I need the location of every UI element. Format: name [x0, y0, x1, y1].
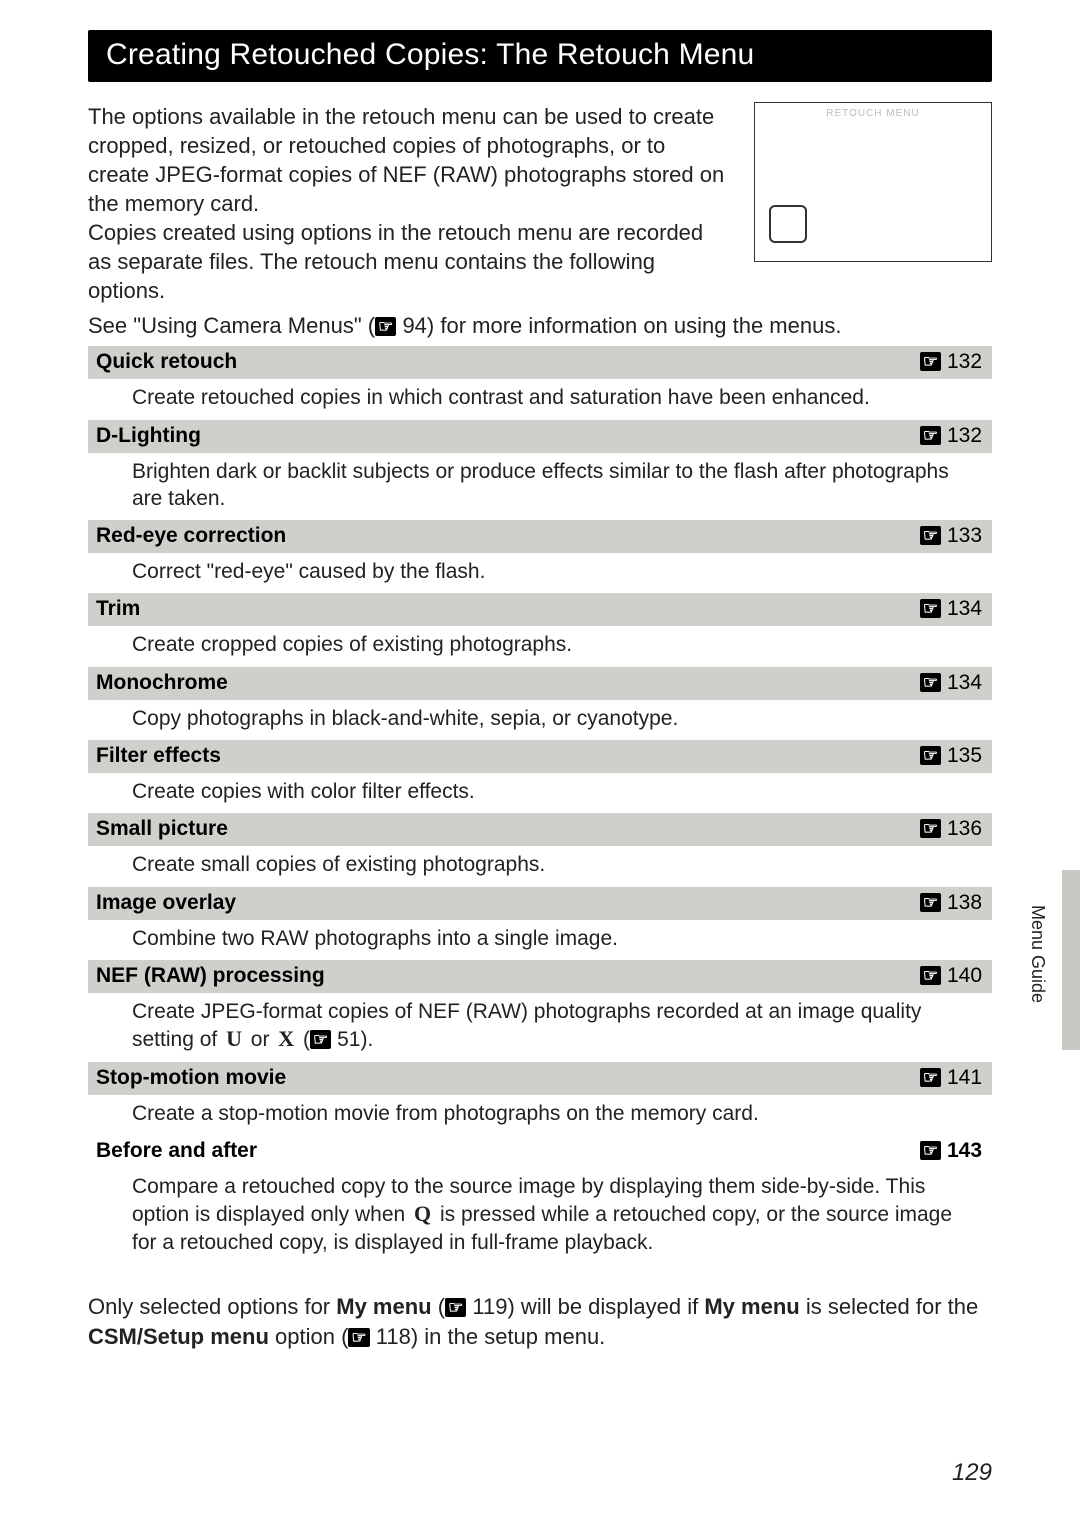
menu-name: Quick retouch [96, 350, 237, 374]
menu-page-ref: ☞ 138 [920, 891, 982, 915]
menu-page-ref: ☞ 141 [920, 1066, 982, 1090]
side-tab-label: Menu Guide [1027, 905, 1048, 1003]
menu-header-red-eye: Red-eye correction ☞ 133 [88, 520, 992, 553]
menu-name: Small picture [96, 817, 228, 841]
menu-desc: Create cropped copies of existing photog… [88, 626, 992, 666]
ref-icon: ☞ [310, 1030, 331, 1049]
page-number: 129 [952, 1459, 992, 1487]
intro-p3-b: 94) for more information on using the me… [396, 313, 841, 338]
side-tab: Menu Guide [1040, 870, 1080, 1050]
menu-header-quick-retouch: Quick retouch ☞ 132 [88, 346, 992, 379]
ref-icon: ☞ [920, 893, 941, 912]
screenshot-label: RETOUCH MENU [755, 103, 991, 119]
menu-desc-nef: Create JPEG-format copies of NEF (RAW) p… [88, 993, 992, 1062]
menu-desc: Create retouched copies in which contras… [88, 379, 992, 419]
menu-page-ref: ☞ 132 [920, 424, 982, 448]
ref-icon: ☞ [920, 1141, 941, 1160]
menu-name: Trim [96, 597, 140, 621]
csm-setup-label: CSM/Setup menu [88, 1324, 269, 1349]
menu-name: Stop-motion movie [96, 1066, 286, 1090]
menu-name: Filter effects [96, 744, 221, 768]
ref-icon: ☞ [920, 526, 941, 545]
menu-name: Monochrome [96, 671, 228, 695]
intro-para-3: See "Using Camera Menus" (☞ 94) for more… [88, 311, 992, 340]
menu-desc: Create copies with color filter effects. [88, 773, 992, 813]
menu-header-d-lighting: D-Lighting ☞ 132 [88, 420, 992, 453]
ref-icon: ☞ [920, 673, 941, 692]
ref-icon: ☞ [920, 426, 941, 445]
menu-name: Image overlay [96, 891, 236, 915]
q-button: Q [411, 1200, 434, 1229]
side-tab-bg [1062, 870, 1080, 1050]
intro-para-2: Copies created using options in the reto… [88, 218, 728, 305]
menu-header-stop-motion: Stop-motion movie ☞ 141 [88, 1062, 992, 1095]
ref-icon: ☞ [920, 966, 941, 985]
menu-page-ref: ☞ 134 [920, 671, 982, 695]
my-menu-label: My menu [336, 1294, 431, 1319]
menu-desc: Create a stop-motion movie from photogra… [88, 1095, 992, 1135]
menu-page-ref: ☞ 132 [920, 350, 982, 374]
retouch-options-table: Quick retouch ☞ 132 Create retouched cop… [88, 346, 992, 1264]
menu-name: D-Lighting [96, 424, 201, 448]
ref-icon: ☞ [920, 746, 941, 765]
chapter-title: Creating Retouched Copies: The Retouch M… [106, 38, 754, 71]
ref-icon: ☞ [375, 317, 396, 336]
chapter-header: Creating Retouched Copies: The Retouch M… [88, 30, 992, 82]
menu-desc: Combine two RAW photographs into a singl… [88, 920, 992, 960]
menu-page-ref: ☞ 140 [920, 964, 982, 988]
intro-block: The options available in the retouch men… [88, 102, 992, 305]
ref-icon: ☞ [920, 599, 941, 618]
ref-icon: ☞ [348, 1328, 369, 1347]
ref-icon: ☞ [445, 1298, 466, 1317]
menu-header-image-overlay: Image overlay ☞ 138 [88, 887, 992, 920]
intro-para-1: The options available in the retouch men… [88, 102, 728, 218]
quality-x: X [275, 1025, 297, 1054]
menu-header-filter-effects: Filter effects ☞ 135 [88, 740, 992, 773]
intro-p3-a: See "Using Camera Menus" ( [88, 313, 375, 338]
menu-desc-before-after: Compare a retouched copy to the source i… [88, 1168, 992, 1264]
menu-name: Before and after [96, 1139, 257, 1163]
menu-desc: Copy photographs in black-and-white, sep… [88, 700, 992, 740]
menu-header-small-picture: Small picture ☞ 136 [88, 813, 992, 846]
menu-header-trim: Trim ☞ 134 [88, 593, 992, 626]
my-menu-label-2: My menu [704, 1294, 799, 1319]
menu-desc: Create small copies of existing photogra… [88, 846, 992, 886]
menu-name: NEF (RAW) processing [96, 964, 325, 988]
retouch-menu-screenshot: RETOUCH MENU [754, 102, 992, 262]
menu-header-nef-raw: NEF (RAW) processing ☞ 140 [88, 960, 992, 993]
footer-note: Only selected options for My menu (☞ 119… [88, 1292, 992, 1351]
menu-name: Red-eye correction [96, 524, 286, 548]
ref-icon: ☞ [920, 819, 941, 838]
menu-header-before-after: Before and after ☞ 143 [88, 1135, 992, 1168]
menu-header-monochrome: Monochrome ☞ 134 [88, 667, 992, 700]
menu-page-ref: ☞ 134 [920, 597, 982, 621]
quality-u: U [223, 1025, 245, 1054]
menu-page-ref: ☞ 135 [920, 744, 982, 768]
screenshot-square [769, 205, 807, 243]
menu-page-ref: ☞ 133 [920, 524, 982, 548]
menu-page-ref: ☞ 136 [920, 817, 982, 841]
menu-page-ref: ☞ 143 [920, 1139, 982, 1163]
menu-desc: Brighten dark or backlit subjects or pro… [88, 453, 992, 521]
menu-desc: Correct "red-eye" caused by the flash. [88, 553, 992, 593]
ref-icon: ☞ [920, 352, 941, 371]
ref-icon: ☞ [920, 1068, 941, 1087]
